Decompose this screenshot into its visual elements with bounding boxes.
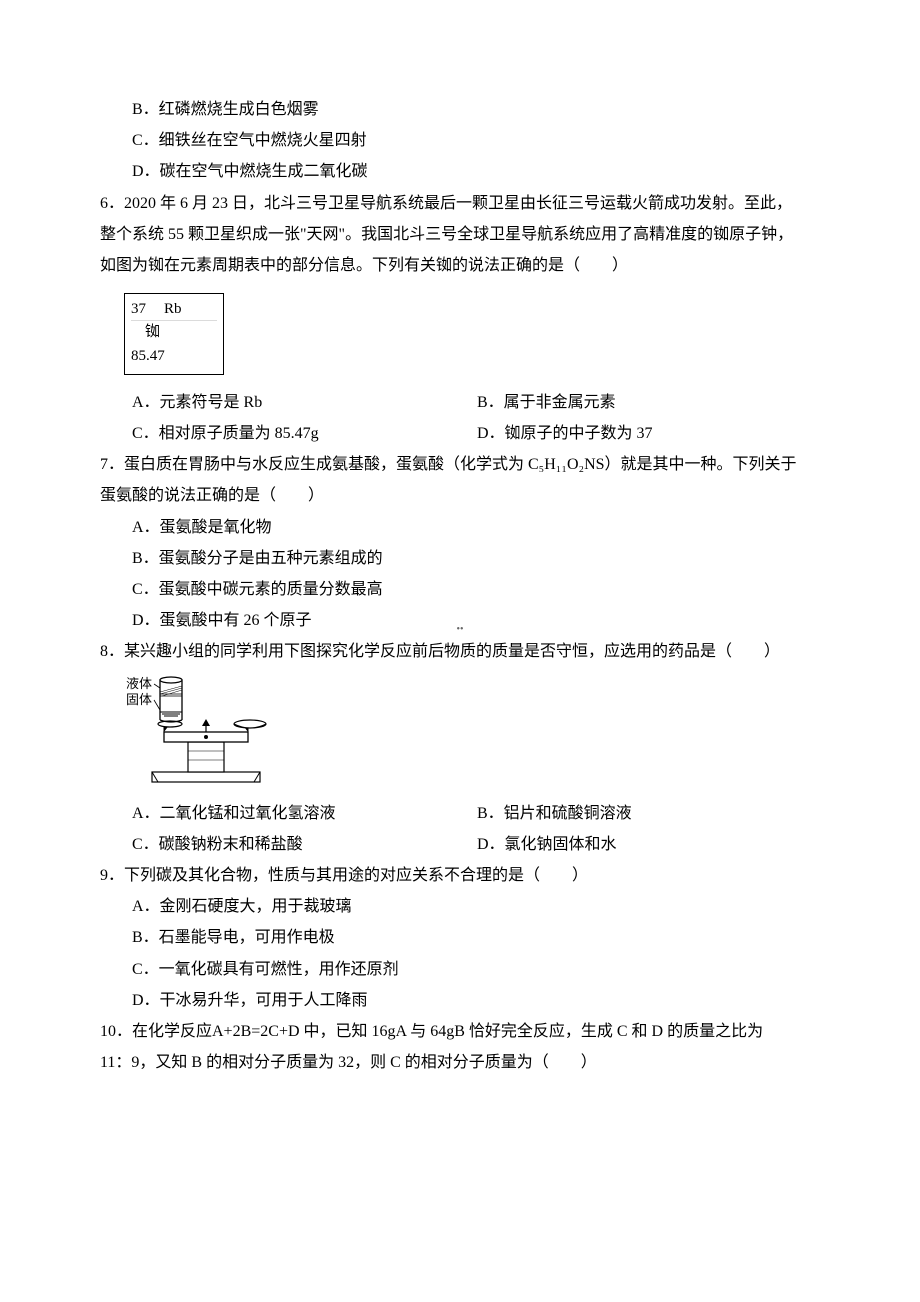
q6-option-b: B．属于非金属元素 xyxy=(477,387,822,418)
element-name: 铷 xyxy=(131,321,217,344)
q7-option-b: B．蛋氨酸分子是由五种元素组成的 xyxy=(100,543,822,574)
q9-option-d: D．干冰易升华，可用于人工降雨 xyxy=(100,985,822,1016)
q9-option-c: C．一氧化碳具有可燃性，用作还原剂 xyxy=(100,954,822,985)
q7-option-a: A．蛋氨酸是氧化物 xyxy=(100,512,822,543)
q8-option-c: C．碳酸钠粉末和稀盐酸 xyxy=(132,829,477,860)
q8-stem: 8．某兴趣小组的同学利用下图探究化学反应前后物质的质量是否守恒，应选用的药品是（… xyxy=(100,636,822,667)
q5-option-c: C．细铁丝在空气中燃烧火星四射 xyxy=(100,125,822,156)
q9-option-b: B．石墨能导电，可用作电极 xyxy=(100,922,822,953)
q9-option-a: A．金刚石硬度大，用于裁玻璃 xyxy=(100,891,822,922)
element-symbol: Rb xyxy=(164,298,182,321)
q10-stem-line2: 11：9，又知 B 的相对分子质量为 32，则 C 的相对分子质量为（ ） xyxy=(100,1047,822,1078)
solid-label: 固体 xyxy=(126,692,152,707)
q8-option-a: A．二氧化锰和过氧化氢溶液 xyxy=(132,798,477,829)
liquid-label: 液体 xyxy=(126,676,152,691)
q6-option-a: A．元素符号是 Rb xyxy=(132,387,477,418)
q8-option-d: D．氯化钠固体和水 xyxy=(477,829,822,860)
q6-stem-line2: 整个系统 55 颗卫星织成一张"天网"。我国北斗三号全球卫星导航系统应用了高精准… xyxy=(100,219,822,250)
q9-stem: 9．下列碳及其化合物，性质与其用途的对应关系不合理的是（ ） xyxy=(100,860,822,891)
q10-stem-line1: 10．在化学反应A+2B=2C+D 中，已知 16gA 与 64gB 恰好完全反… xyxy=(100,1016,822,1047)
balance-diagram: 液体 固体 xyxy=(124,674,822,792)
q7-option-c: C．蛋氨酸中碳元素的质量分数最高 xyxy=(100,574,822,605)
atomic-number: 37 xyxy=(131,298,146,321)
q7-stem-line1: 7．蛋白质在胃肠中与水反应生成氨基酸，蛋氨酸（化学式为 C₅H₁₁O₂NS）就是… xyxy=(100,449,822,480)
q7-option-d: D．蛋氨酸中有 26 个原子 xyxy=(100,605,822,636)
q6-stem-line3: 如图为铷在元素周期表中的部分信息。下列有关铷的说法正确的是（ ） xyxy=(100,250,822,281)
q7-stem-line2: 蛋氨酸的说法正确的是（ ） xyxy=(100,480,822,511)
q5-option-d: D．碳在空气中燃烧生成二氧化碳 xyxy=(100,156,822,187)
q5-option-b: B．红磷燃烧生成白色烟雾 xyxy=(100,94,822,125)
periodic-element-box: 37 Rb 铷 85.47 xyxy=(124,293,224,375)
q8-option-b: B．铝片和硫酸铜溶液 xyxy=(477,798,822,829)
q6-option-d: D．铷原子的中子数为 37 xyxy=(477,418,822,449)
q6-option-c: C．相对原子质量为 85.47g xyxy=(132,418,477,449)
atomic-mass: 85.47 xyxy=(131,345,217,368)
q6-stem-line1: 6．2020 年 6 月 23 日，北斗三号卫星导航系统最后一颗卫星由长征三号运… xyxy=(100,188,822,219)
